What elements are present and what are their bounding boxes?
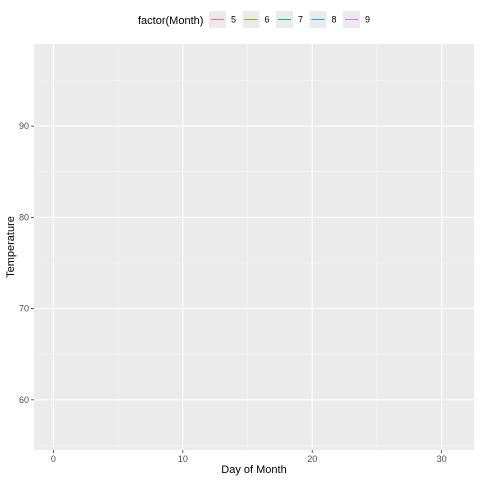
y-axis-title: Temperature bbox=[5, 216, 17, 278]
legend-item-8: 8 bbox=[309, 11, 337, 28]
x-tick-label: 0 bbox=[51, 454, 56, 464]
x-axis-title: Day of Month bbox=[221, 464, 286, 476]
x-tick-label: 10 bbox=[178, 454, 188, 464]
legend-item-6: 6 bbox=[242, 11, 270, 28]
legend-label: 9 bbox=[365, 15, 370, 25]
legend-item-7: 7 bbox=[276, 11, 303, 28]
y-tick-label: 80 bbox=[19, 212, 29, 222]
y-tick-label: 60 bbox=[19, 395, 29, 405]
grid-lines bbox=[34, 44, 474, 450]
plot-panel bbox=[34, 44, 474, 450]
y-tick-label: 70 bbox=[19, 304, 29, 314]
legend-item-9: 9 bbox=[343, 11, 370, 28]
x-tick-label: 20 bbox=[307, 454, 317, 464]
legend-label: 7 bbox=[298, 15, 303, 25]
legend-label: 6 bbox=[265, 15, 270, 25]
y-axis: 60 70 80 90 bbox=[19, 121, 34, 405]
x-tick-label: 30 bbox=[437, 454, 447, 464]
legend-label: 8 bbox=[332, 15, 337, 25]
legend-title: factor(Month) bbox=[138, 15, 203, 27]
legend: factor(Month) 5 6 7 8 9 bbox=[138, 11, 370, 28]
y-tick-label: 90 bbox=[19, 121, 29, 131]
legend-item-5: 5 bbox=[209, 11, 236, 28]
legend-label: 5 bbox=[231, 15, 236, 25]
x-axis: 0 10 20 30 bbox=[51, 450, 447, 464]
